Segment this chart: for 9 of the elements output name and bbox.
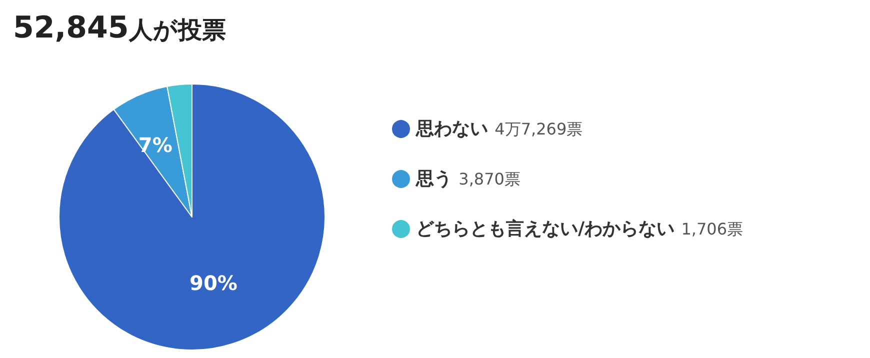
data-label: 7% [138,133,172,158]
legend-label: 思う [415,168,452,190]
chart-title: 52,845人が投票 [13,10,226,46]
data-label: 90% [190,271,238,296]
text: 3,870票 [458,170,520,188]
legend-label: どちらとも言えない/わからない [416,218,675,240]
legend-label: 思わない [415,118,488,140]
text: 1,706票 [681,220,744,238]
text: 4万7,269票 [494,120,583,138]
